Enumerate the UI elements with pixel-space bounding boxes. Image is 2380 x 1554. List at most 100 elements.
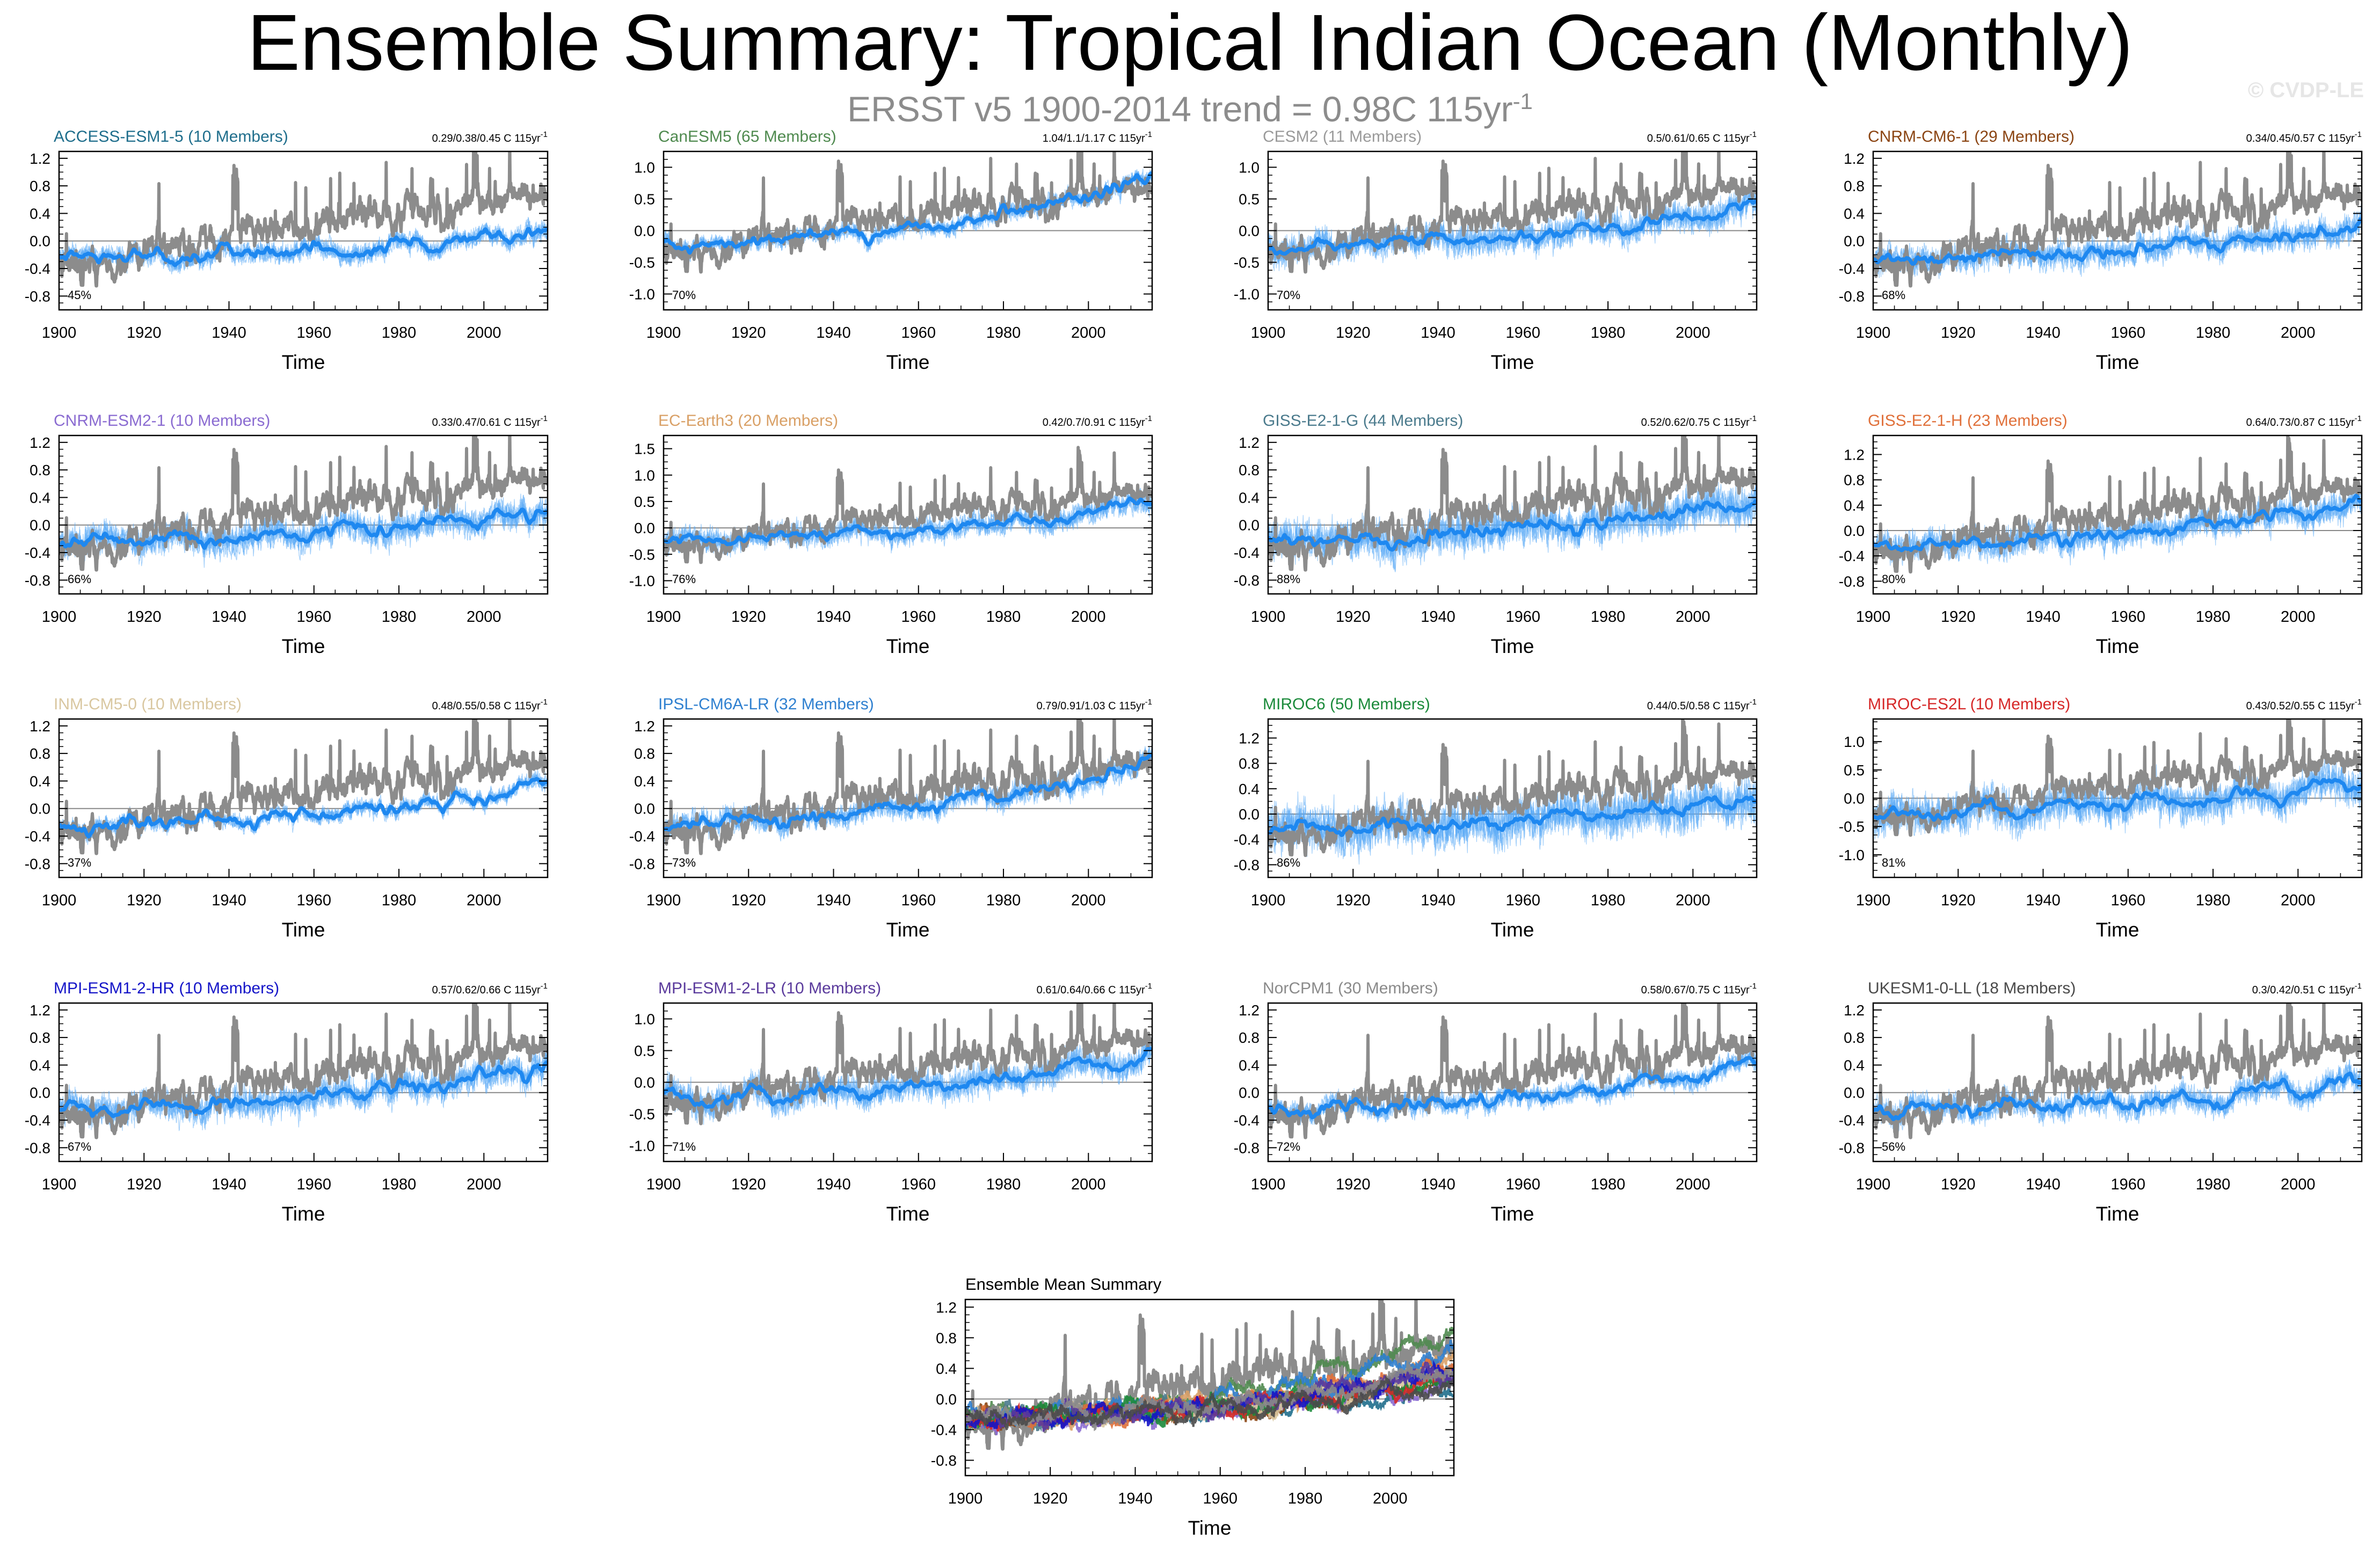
y-tick-label: 0.8 [634,745,655,762]
x-tick-label: 1960 [901,608,936,626]
y-tick-label: -0.8 [25,1139,50,1156]
x-tick-label: 2000 [2281,892,2316,909]
y-tick-label: 0.0 [30,233,50,250]
y-tick-label: 0.0 [634,223,655,239]
trend-superscript: -1 [1145,698,1152,707]
y-tick-label: 1.0 [634,1011,655,1028]
plot-area [59,420,548,570]
x-tick-label: 1900 [1856,892,1891,909]
x-axis-label: Time [1188,1517,1232,1539]
x-tick-label: 2000 [1071,892,1106,909]
panel-title: GISS-E2-1-G (44 Members) [1263,412,1463,430]
x-tick-label: 1920 [1336,324,1371,342]
y-tick-label: -0.4 [931,1421,957,1438]
y-tick-label: -0.8 [1234,1139,1260,1156]
panel-title: CNRM-CM6-1 (29 Members) [1868,128,2075,146]
y-tick-label: -1.0 [1839,847,1865,863]
x-tick-label: 1900 [1856,608,1891,626]
x-tick-label: 1980 [382,1176,417,1193]
y-tick-label: 1.2 [30,150,50,167]
y-tick-label: -0.5 [629,255,655,271]
x-tick-label: 1960 [1506,892,1541,909]
y-tick-label: -0.4 [1839,260,1865,277]
y-tick-label: 0.4 [30,489,50,506]
trend-superscript: -1 [1145,414,1152,423]
x-axis-label: Time [886,635,930,657]
observed-line [59,136,547,286]
plot-area [1873,987,2362,1137]
plot-area [664,703,1152,853]
x-tick-label: 1980 [1591,892,1626,909]
y-tick-label: -1.0 [629,1138,655,1154]
plot-area [59,987,548,1137]
percent-label: 56% [1882,1140,1905,1153]
y-tick-label: 1.2 [1844,150,1865,167]
x-tick-label: 1960 [1506,608,1541,626]
trend-superscript: -1 [2355,698,2362,707]
x-tick-label: 1900 [42,324,77,342]
x-tick-label: 2000 [2281,1176,2316,1193]
x-tick-label: 1960 [1506,1176,1541,1193]
x-tick-label: 1940 [2026,324,2061,342]
plot-area [59,136,548,286]
x-tick-label: 1940 [816,608,851,626]
x-tick-label: 2000 [467,608,501,626]
percent-label: 68% [1882,288,1905,302]
plot-area [1268,987,1757,1137]
plot-area [1268,717,1757,865]
trend-label: 0.33/0.47/0.61 C 115yr-1 [432,414,548,429]
y-tick-label: 0.8 [1239,462,1260,478]
trend-label: 0.58/0.67/0.75 C 115yr-1 [1641,982,1757,996]
x-axis-label: Time [282,1203,325,1225]
panel-title: INM-CM5-0 (10 Members) [54,695,242,713]
trend-superscript: -1 [2355,982,2362,991]
y-tick-label: 0.0 [1844,233,1865,250]
x-tick-label: 1980 [2196,1176,2231,1193]
y-tick-label: 0.0 [936,1391,957,1407]
y-tick-label: -0.8 [25,855,50,872]
panel-title: ACCESS-ESM1-5 (10 Members) [54,128,288,146]
x-tick-label: 1960 [297,892,332,909]
panel-title: UKESM1-0-LL (18 Members) [1868,979,2076,997]
x-tick-label: 1920 [127,324,162,342]
plot-area [59,703,548,853]
observed-line [59,703,547,853]
x-tick-label: 1920 [127,892,162,909]
trend-label: 0.42/0.7/0.91 C 115yr-1 [1043,414,1152,429]
y-tick-label: 1.2 [30,1002,50,1019]
y-tick-label: 0.4 [1844,497,1865,514]
percent-label: 70% [1277,288,1300,302]
panel-title: CESM2 (11 Members) [1263,128,1422,146]
percent-label: 88% [1277,572,1300,586]
panel-title: CanESM5 (65 Members) [658,128,836,146]
plot-area [664,134,1152,272]
y-tick-label: -0.8 [1234,856,1260,873]
x-tick-label: 2000 [1676,1176,1711,1193]
x-tick-label: 1980 [986,1176,1021,1193]
x-tick-label: 2000 [1676,892,1711,909]
plot-area [664,447,1152,562]
x-tick-label: 2000 [467,1176,501,1193]
x-tick-label: 2000 [1071,608,1106,626]
y-tick-label: 0.0 [1844,790,1865,807]
trend-label: 0.61/0.64/0.66 C 115yr-1 [1037,982,1152,996]
x-tick-label: 1980 [986,324,1021,342]
ensemble-mean-line [664,754,1152,830]
y-tick-label: 1.2 [1239,1002,1260,1019]
y-tick-label: -0.4 [25,260,50,277]
x-tick-label: 1960 [2111,892,2146,909]
y-tick-label: 0.0 [634,520,655,536]
x-tick-label: 1920 [731,892,766,909]
panel-title: IPSL-CM6A-LR (32 Members) [658,695,874,713]
x-tick-label: 1920 [1336,608,1371,626]
y-tick-label: 0.5 [634,191,655,208]
x-tick-label: 1980 [986,892,1021,909]
trend-label: 0.57/0.62/0.66 C 115yr-1 [432,982,548,996]
x-tick-label: 1900 [42,892,77,909]
